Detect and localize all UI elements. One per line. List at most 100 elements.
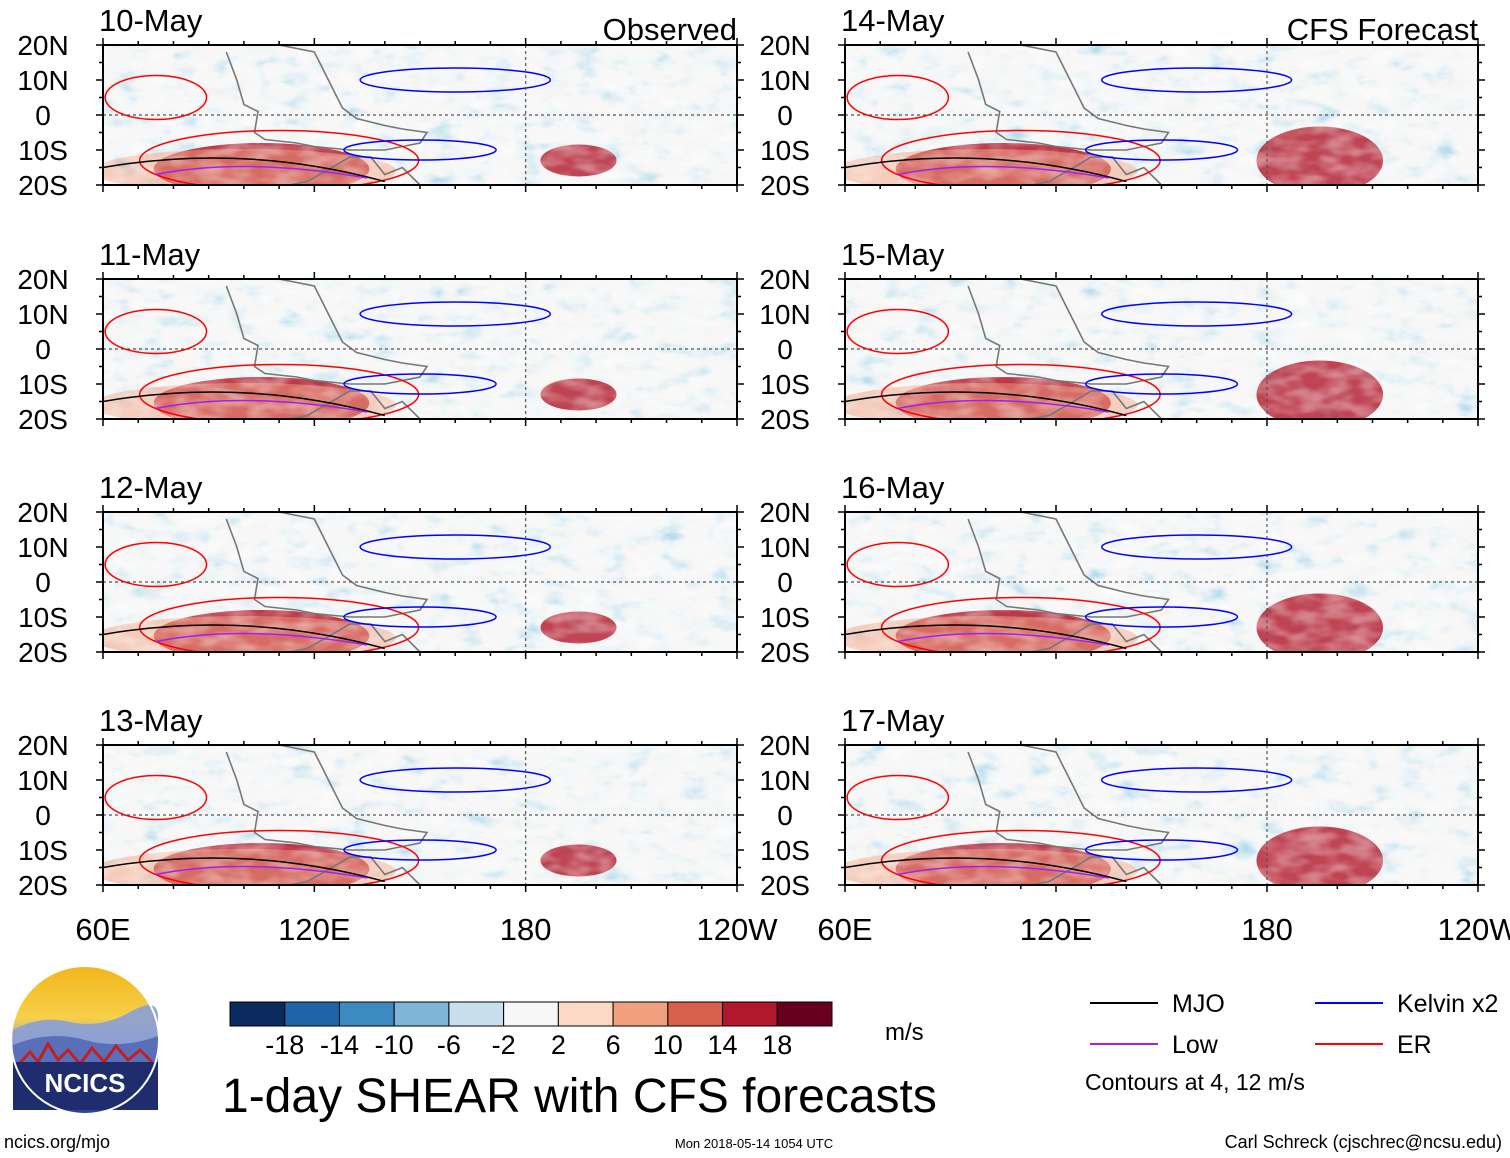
y-tick-label: 10S <box>760 835 810 866</box>
kelvin-contour <box>343 839 497 861</box>
kelvin-contour <box>343 606 497 628</box>
y-tick-label: 10S <box>18 369 68 400</box>
kelvin-contour <box>359 767 552 793</box>
figure-title: 1-day SHEAR with CFS forecasts <box>222 1070 937 1123</box>
y-tick-label: 20S <box>18 170 68 201</box>
x-axis-labels: 60E 120E 180 120W 60E 120E 180 120W <box>75 912 1510 947</box>
panel-date: 13-May <box>99 703 203 738</box>
colorbar-swatch <box>557 1001 614 1027</box>
panel-date: 17-May <box>841 703 945 738</box>
low-contour <box>897 165 1109 179</box>
er-contour <box>104 774 208 821</box>
panel-date: 14-May <box>841 3 945 38</box>
map-panel: 20N 10N 0 10S 20S 10-May Observed <box>17 3 744 201</box>
legend-label: Kelvin x2 <box>1397 990 1498 1018</box>
colorbar-label: -14 <box>320 1030 359 1060</box>
kelvin-contour <box>359 301 552 327</box>
panel-date: 16-May <box>841 470 945 505</box>
colorbar-swatch <box>338 1001 395 1027</box>
logo-text: NCICS <box>45 1068 126 1098</box>
y-tick-label: 0 <box>35 567 51 598</box>
kelvin-contour <box>1100 301 1293 327</box>
er-contour <box>846 541 950 588</box>
low-contour <box>155 632 368 646</box>
y-tick-label: 10S <box>18 835 68 866</box>
y-tick-label: 10S <box>18 135 68 166</box>
legend: MJO Kelvin x2 Low ER <box>1090 990 1498 1059</box>
legend-item: MJO <box>1090 990 1225 1018</box>
timestamp: Mon 2018-05-14 1054 UTC <box>675 1136 833 1151</box>
colorbar-label: 2 <box>551 1030 566 1060</box>
y-tick-label: 10S <box>760 369 810 400</box>
kelvin-contour <box>343 139 497 161</box>
legend-label: MJO <box>1172 990 1225 1018</box>
colorbar-units: m/s <box>885 1019 924 1046</box>
panel-date: 15-May <box>841 237 945 272</box>
kelvin-contour <box>1084 373 1239 395</box>
mjo-contour <box>845 857 1127 883</box>
mjo-contour <box>103 157 385 183</box>
kelvin-contour <box>1084 139 1239 161</box>
y-tick-label: 0 <box>35 334 51 365</box>
colorbar: -18 -14 -10 -6 -2 2 6 10 14 18 <box>229 1001 833 1060</box>
y-tick-label: 20S <box>18 637 68 668</box>
low-contour <box>897 399 1109 413</box>
y-tick-label: 10N <box>17 765 68 796</box>
y-tick-label: 10N <box>17 532 68 563</box>
y-tick-label: 20N <box>759 30 810 61</box>
kelvin-contour <box>1100 534 1293 560</box>
panel-date: 12-May <box>99 470 203 505</box>
colorbar-swatch <box>448 1001 505 1027</box>
colorbar-swatch <box>284 1001 340 1027</box>
map-panel: 20N 10N 0 10S 20S 14-May CFS Forecast <box>759 3 1485 201</box>
y-tick-label: 20S <box>760 870 810 901</box>
kelvin-contour <box>1084 606 1239 628</box>
er-contour <box>104 541 208 588</box>
y-tick-label: 0 <box>777 100 793 131</box>
x-tick-label: 120E <box>1020 912 1092 947</box>
colorbar-swatch <box>722 1001 778 1027</box>
y-tick-label: 10N <box>17 299 68 330</box>
map-panel: 20N 10N 0 10S 20S 17-May <box>759 703 1485 901</box>
y-tick-label: 10N <box>759 65 810 96</box>
colorbar-label: -2 <box>492 1030 516 1060</box>
website-link[interactable]: ncics.org/mjo <box>4 1132 110 1152</box>
y-tick-label: 0 <box>35 100 51 131</box>
mjo-contour <box>845 391 1127 417</box>
kelvin-contour <box>359 67 552 93</box>
y-tick-label: 20N <box>17 264 68 295</box>
contour-note: Contours at 4, 12 m/s <box>1085 1069 1305 1095</box>
mjo-contour <box>103 857 385 883</box>
kelvin-contour <box>1100 67 1293 93</box>
y-tick-label: 20N <box>17 30 68 61</box>
map-panel: 20N 10N 0 10S 20S 15-May <box>759 237 1485 435</box>
y-tick-label: 0 <box>777 334 793 365</box>
x-tick-label: 180 <box>500 912 552 947</box>
y-tick-label: 20N <box>759 264 810 295</box>
panel-group-label: CFS Forecast <box>1287 12 1479 47</box>
x-tick-label: 120W <box>697 912 779 947</box>
er-contour <box>104 74 208 121</box>
y-tick-label: 0 <box>777 800 793 831</box>
er-contour <box>846 74 950 121</box>
er-contour <box>104 308 208 355</box>
legend-item: Low <box>1090 1031 1219 1059</box>
legend-label: ER <box>1397 1031 1432 1059</box>
panel-grid: 20N 10N 0 10S 20S 10-May Observed 20N 10N 0 10S 20S… <box>17 3 1485 901</box>
map-panel: 20N 10N 0 10S 20S 11-May <box>17 237 744 435</box>
colorbar-label: -18 <box>265 1030 304 1060</box>
colorbar-label: 6 <box>606 1030 621 1060</box>
y-tick-label: 20S <box>18 404 68 435</box>
colorbar-swatch <box>667 1001 724 1027</box>
y-tick-label: 20S <box>760 404 810 435</box>
y-tick-label: 20N <box>759 730 810 761</box>
legend-item: Kelvin x2 <box>1315 990 1498 1018</box>
kelvin-contour <box>1100 767 1293 793</box>
low-contour <box>155 399 368 413</box>
low-contour <box>155 165 368 179</box>
y-tick-label: 10N <box>759 299 810 330</box>
mjo-contour <box>845 624 1127 650</box>
legend-label: Low <box>1172 1031 1219 1059</box>
colorbar-label: 10 <box>653 1030 683 1060</box>
panel-date: 11-May <box>99 237 201 272</box>
